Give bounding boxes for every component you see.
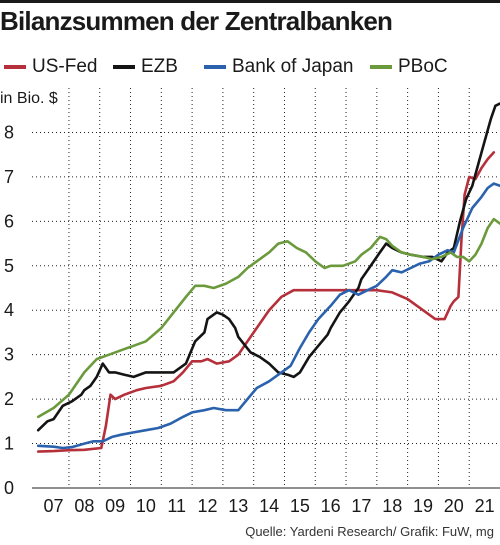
- y-tick-label-4: 4: [4, 300, 14, 320]
- x-tick-label-10: 10: [136, 496, 156, 516]
- legend-swatch-us-fed: [4, 65, 26, 69]
- legend: US-Fed EZB Bank of Japan PBoC: [0, 56, 500, 80]
- source-note: Quelle: Yardeni Research/ Grafik: FuW, m…: [245, 524, 494, 539]
- y-tick-label-1: 1: [4, 434, 14, 454]
- legend-item-us-fed: US-Fed: [4, 56, 97, 78]
- x-tick-label-21: 21: [475, 496, 495, 516]
- title-rule: [0, 0, 500, 3]
- legend-label-bank-of-japan: Bank of Japan: [232, 56, 354, 77]
- y-tick-label-3: 3: [4, 345, 14, 365]
- x-tick-label-19: 19: [413, 496, 433, 516]
- legend-swatch-bank-of-japan: [204, 65, 226, 69]
- y-tick-label-6: 6: [4, 211, 14, 231]
- legend-label-us-fed: US-Fed: [32, 56, 98, 77]
- legend-item-bank-of-japan: Bank of Japan: [204, 56, 353, 78]
- x-tick-label-20: 20: [444, 496, 464, 516]
- x-tick-label-07: 07: [44, 496, 64, 516]
- series-line-us-fed: [36, 151, 496, 453]
- x-tick-label-18: 18: [382, 496, 402, 516]
- series-line-ezb: [36, 102, 500, 432]
- series-line-pboc: [36, 217, 500, 419]
- x-tick-label-08: 08: [74, 496, 94, 516]
- y-tick-label-0: 0: [4, 478, 14, 498]
- y-tick-label-5: 5: [4, 256, 14, 276]
- y-tick-label-8: 8: [4, 122, 14, 142]
- x-tick-label-12: 12: [197, 496, 217, 516]
- x-tick-label-15: 15: [290, 496, 310, 516]
- y-tick-label-7: 7: [4, 167, 14, 187]
- legend-label-pboc: PBoC: [398, 56, 448, 77]
- series-line-bank-of-japan: [36, 182, 500, 450]
- y-tick-label-2: 2: [4, 389, 14, 409]
- legend-item-pboc: PBoC: [370, 56, 448, 78]
- x-tick-label-09: 09: [105, 496, 125, 516]
- x-tick-label-11: 11: [167, 496, 186, 516]
- x-tick-label-17: 17: [351, 496, 371, 516]
- x-tick-label-14: 14: [259, 496, 279, 516]
- x-tick-label-13: 13: [228, 496, 248, 516]
- x-tick-label-16: 16: [321, 496, 341, 516]
- legend-item-ezb: EZB: [113, 56, 178, 78]
- chart-title: Bilanzsummen der Zentralbanken: [0, 6, 393, 36]
- legend-swatch-pboc: [370, 65, 392, 69]
- legend-label-ezb: EZB: [141, 56, 178, 77]
- y-axis-unit-label: in Bio. $: [0, 90, 58, 107]
- legend-swatch-ezb: [113, 65, 135, 69]
